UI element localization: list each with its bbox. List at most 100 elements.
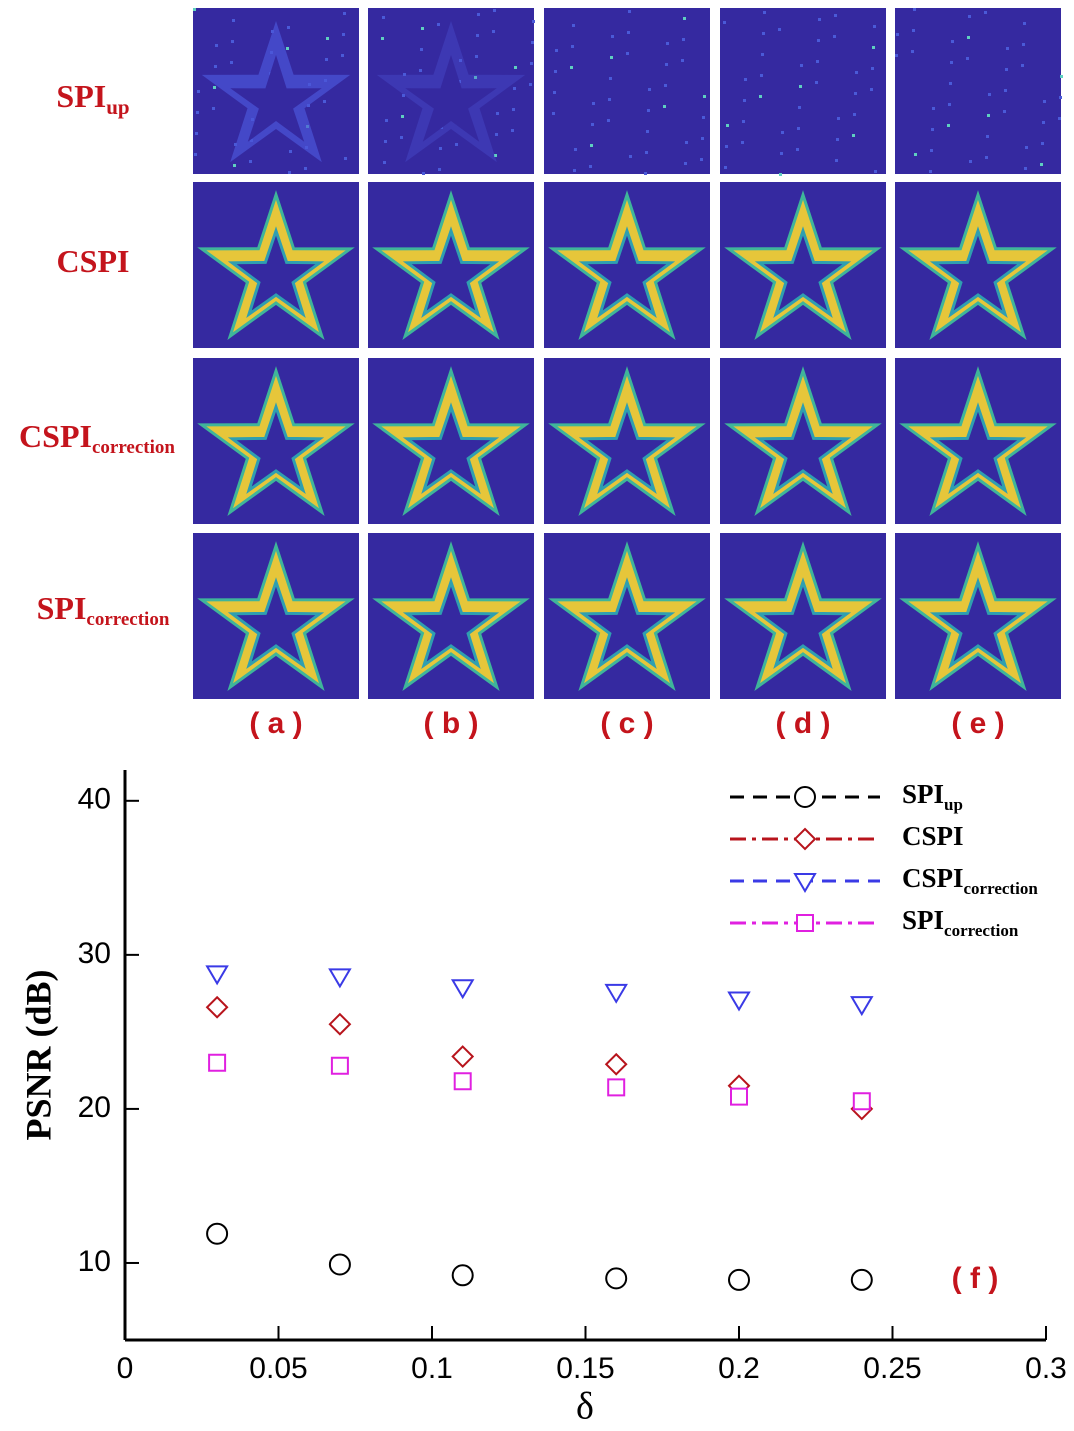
marker xyxy=(852,1092,871,1111)
marker xyxy=(206,1222,229,1245)
noise-pixel xyxy=(835,159,838,162)
noise-pixel xyxy=(495,133,498,136)
noise-pixel xyxy=(1058,117,1061,120)
noise-pixel xyxy=(931,128,934,131)
x-tick-label: 0.05 xyxy=(249,1352,307,1385)
noise-pixel xyxy=(986,135,989,138)
star-hole xyxy=(402,577,500,670)
reconstruction-image xyxy=(720,8,886,176)
row-label: SPIup xyxy=(56,78,129,118)
x-tick-label: 0.2 xyxy=(718,1352,760,1385)
noise-pixel xyxy=(529,83,532,86)
star-hole xyxy=(402,402,500,495)
x-tick-label: 0.1 xyxy=(411,1352,453,1385)
noise-pixel xyxy=(307,104,310,107)
noise-pixel xyxy=(574,148,577,151)
noise-pixel xyxy=(949,82,952,85)
noise-pixel xyxy=(929,170,932,173)
noise-pixel xyxy=(608,98,611,101)
legend-name: CSPI xyxy=(902,863,964,893)
noise-pixel xyxy=(681,59,684,62)
noise-pixel xyxy=(420,48,423,51)
reconstruction-image xyxy=(720,533,886,699)
reconstruction-image xyxy=(368,533,534,699)
noise-pixel xyxy=(762,32,765,35)
noise-pixel xyxy=(644,172,647,175)
noise-pixel xyxy=(948,103,951,106)
noise-pixel xyxy=(611,35,614,38)
noise-pixel xyxy=(553,91,556,94)
noise-pixel xyxy=(195,132,198,135)
noise-pixel xyxy=(779,173,782,176)
x-tick-label: 0.15 xyxy=(556,1352,614,1385)
y-tick-label: 30 xyxy=(78,937,111,970)
y-tick-label: 20 xyxy=(78,1091,111,1124)
noise-pixel xyxy=(383,161,386,164)
reconstruction-image xyxy=(544,533,710,699)
noise-pixel xyxy=(685,141,688,144)
marker xyxy=(208,1053,227,1072)
noise-pixel xyxy=(741,141,744,144)
noise-pixel xyxy=(988,93,991,96)
noise-pixel xyxy=(1022,43,1025,46)
noise-pixel xyxy=(592,102,595,105)
noise-pixel xyxy=(985,156,988,159)
column-label: ( c ) xyxy=(600,707,653,740)
noise-pixel xyxy=(855,71,858,74)
noise-pixel xyxy=(761,53,764,56)
noise-pixel xyxy=(513,87,516,90)
marker xyxy=(727,991,751,1012)
marker xyxy=(605,1267,628,1290)
noise-pixel xyxy=(287,26,290,29)
marker xyxy=(604,983,628,1004)
noise-pixel xyxy=(286,47,289,50)
row-label: CSPIcorrection xyxy=(19,418,175,458)
noise-pixel xyxy=(1024,167,1027,170)
noise-pixel xyxy=(984,11,987,14)
noise-pixel xyxy=(512,108,515,111)
reconstruction-image xyxy=(895,533,1061,699)
noise-pixel xyxy=(743,99,746,102)
noise-pixel xyxy=(702,116,705,119)
marker xyxy=(728,1268,750,1291)
marker xyxy=(330,1056,349,1075)
noise-pixel xyxy=(817,39,820,42)
noise-pixel xyxy=(193,8,196,11)
noise-pixel xyxy=(343,12,346,15)
marker xyxy=(850,1268,873,1291)
legend-marker xyxy=(794,786,816,808)
star-hole xyxy=(929,577,1027,670)
noise-pixel xyxy=(271,30,274,33)
noise-pixel xyxy=(213,86,216,89)
noise-pixel xyxy=(873,25,876,28)
y-axis-label: PSNR (dB) xyxy=(18,969,58,1140)
noise-pixel xyxy=(664,84,667,87)
x-tick-label: 0.3 xyxy=(1025,1352,1067,1385)
noise-pixel xyxy=(648,88,651,91)
noise-pixel xyxy=(872,46,875,49)
noise-pixel xyxy=(591,123,594,126)
legend-name: SPI xyxy=(902,779,944,809)
noise-pixel xyxy=(325,58,328,61)
noise-pixel xyxy=(439,147,442,150)
noise-pixel xyxy=(911,50,914,53)
star-hole xyxy=(227,226,325,319)
star-hole xyxy=(929,226,1027,319)
noise-pixel xyxy=(1004,89,1007,92)
noise-pixel xyxy=(815,81,818,84)
noise-pixel xyxy=(798,106,801,109)
legend-marker xyxy=(793,827,817,851)
noise-pixel xyxy=(194,153,197,156)
noise-pixel xyxy=(626,52,629,55)
reconstruction-image xyxy=(544,358,710,524)
noise-pixel xyxy=(437,23,440,26)
legend-label: SPIcorrection xyxy=(902,905,1019,940)
noise-pixel xyxy=(968,15,971,18)
reconstruction-image xyxy=(720,182,886,348)
noise-pixel xyxy=(474,76,477,79)
noise-pixel xyxy=(895,54,898,57)
reconstruction-image xyxy=(895,182,1061,348)
noise-pixel xyxy=(760,74,763,77)
noise-pixel xyxy=(382,16,385,19)
star-hole xyxy=(578,226,676,319)
